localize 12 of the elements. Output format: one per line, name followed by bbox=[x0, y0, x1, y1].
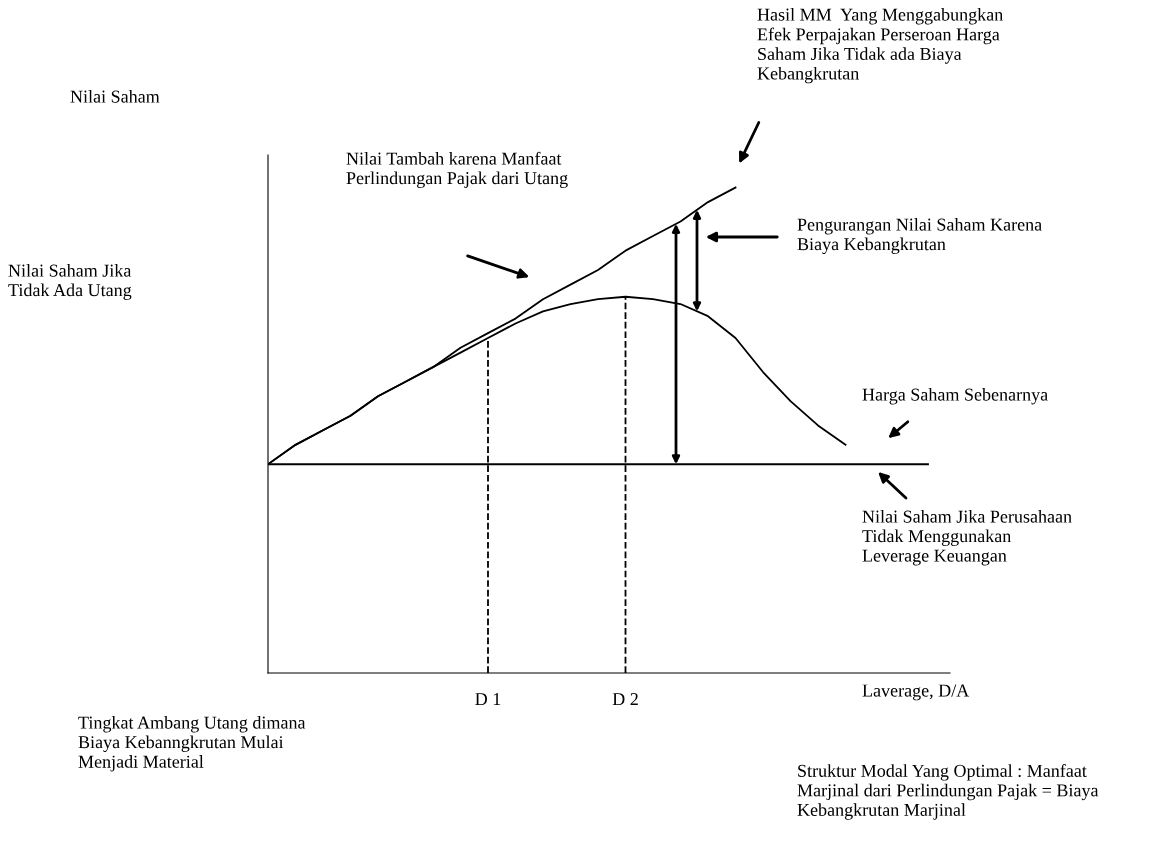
x-tick-label: D 2 bbox=[612, 693, 638, 706]
annotation: Nilai Saham Jika Perusahaan Tidak Menggunakan Leverage Keuangan bbox=[862, 510, 1072, 566]
text: Hasil MM Yang Menggabungkan Efek Perpajakan Perseroan Harga Saham Jika Tidak ada Biaya Kebangkrutan bbox=[757, 8, 1003, 84]
x-tick-label: D 1 bbox=[475, 693, 501, 706]
text: Nilai Saham Jika Tidak Ada Utang bbox=[8, 264, 132, 300]
text: Nilai Saham bbox=[70, 90, 160, 103]
text: Tingkat Ambang Utang dimana Biaya Kebanngkrutan Mulai Menjadi Material bbox=[78, 716, 306, 772]
annotation: Nilai Tambah karena Manfaat Perlindungan Pajak dari Utang bbox=[346, 151, 568, 188]
annotation: Harga Saham Sebenarnya bbox=[862, 388, 1048, 405]
annotation: Pengurangan Nilai Saham Karena Biaya Kebangkrutan bbox=[797, 218, 1042, 254]
text: Struktur Modal Yang Optimal : Manfaat Marjinal dari Perlindungan Pajak = Biaya Kebangkrutan Marjinal bbox=[797, 764, 1099, 820]
x-axis-title: Laverage, D/A bbox=[862, 684, 970, 701]
